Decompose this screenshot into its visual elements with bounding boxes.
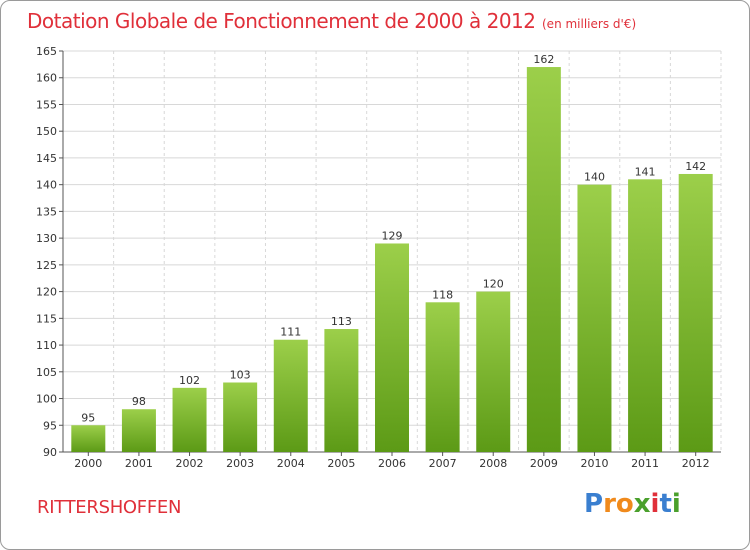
logo-letter: i <box>671 489 681 519</box>
y-tick-label: 155 <box>36 98 57 111</box>
data-label: 103 <box>230 368 251 381</box>
data-label: 95 <box>81 411 95 424</box>
bar <box>628 179 663 452</box>
bar <box>526 67 561 452</box>
x-tick-label: 2009 <box>530 457 558 470</box>
logo-letter: r <box>603 489 616 519</box>
data-label: 142 <box>685 160 706 173</box>
bar <box>425 302 460 452</box>
labels: 2000 95 2001 98 2002 102 2003 103 2004 111 2005 113… <box>74 53 709 470</box>
y-tick-label: 150 <box>36 125 57 138</box>
bar <box>476 291 511 452</box>
x-tick-label: 2003 <box>226 457 254 470</box>
logo-letter: x <box>633 489 651 519</box>
data-label: 111 <box>280 326 301 339</box>
bar <box>678 173 713 452</box>
x-tick-label: 2006 <box>378 457 406 470</box>
data-label: 98 <box>132 395 146 408</box>
logo-letter: t <box>659 489 672 519</box>
x-tick-label: 2007 <box>429 457 457 470</box>
chart-subtitle: (en milliers d'€) <box>542 17 637 31</box>
bar <box>71 425 106 452</box>
bar <box>223 382 258 452</box>
y-tick-label: 90 <box>43 446 57 459</box>
data-label: 141 <box>635 165 656 178</box>
bar <box>172 387 207 452</box>
data-label: 118 <box>432 288 453 301</box>
y-tick-label: 110 <box>36 339 57 352</box>
bar <box>121 409 156 452</box>
proxiti-logo[interactable]: Proxiti <box>584 489 681 519</box>
y-tick-label: 120 <box>36 286 57 299</box>
data-label: 162 <box>533 53 554 66</box>
bar <box>273 339 308 452</box>
y-tick-label: 140 <box>36 179 57 192</box>
data-label: 120 <box>483 278 504 291</box>
x-tick-label: 2010 <box>580 457 608 470</box>
data-label: 113 <box>331 315 352 328</box>
logo-letter: P <box>584 489 604 519</box>
data-label: 102 <box>179 374 200 387</box>
y-tick-label: 145 <box>36 152 57 165</box>
bar <box>577 184 612 452</box>
x-tick-label: 2005 <box>327 457 355 470</box>
y-tick-label: 105 <box>36 366 57 379</box>
y-tick-label: 130 <box>36 232 57 245</box>
y-tick-label: 115 <box>36 312 57 325</box>
bar <box>324 329 359 452</box>
commune-name: RITTERSHOFFEN <box>37 497 182 518</box>
bars <box>71 67 713 452</box>
x-tick-label: 2011 <box>631 457 659 470</box>
x-tick-label: 2000 <box>74 457 102 470</box>
x-tick-label: 2012 <box>682 457 710 470</box>
y-tick-label: 100 <box>36 393 57 406</box>
logo-letter: o <box>615 489 634 519</box>
y-tick-label: 125 <box>36 259 57 272</box>
y-tick-label: 160 <box>36 72 57 85</box>
bar <box>375 243 409 452</box>
y-tick-label: 135 <box>36 205 57 218</box>
x-tick-label: 2004 <box>277 457 305 470</box>
data-label: 140 <box>584 171 605 184</box>
data-label: 129 <box>382 229 403 242</box>
x-tick-label: 2002 <box>176 457 204 470</box>
logo-letter: i <box>650 489 660 519</box>
x-tick-label: 2001 <box>125 457 153 470</box>
x-tick-label: 2008 <box>479 457 507 470</box>
chart-title: Dotation Globale de Fonctionnement de 20… <box>27 9 536 33</box>
y-tick-label: 95 <box>43 419 57 432</box>
y-tick-label: 165 <box>36 45 57 58</box>
